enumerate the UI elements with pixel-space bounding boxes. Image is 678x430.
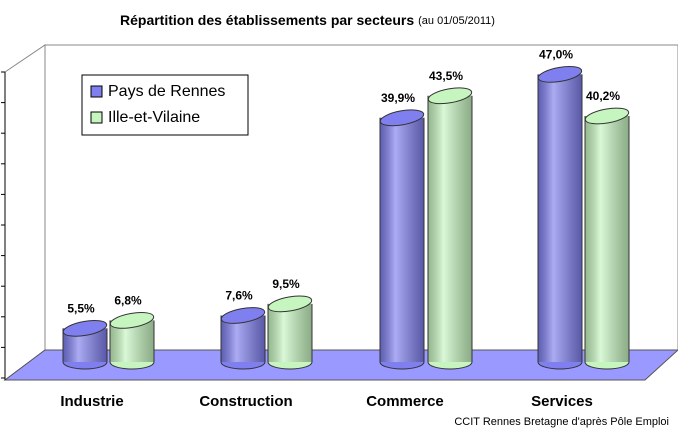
legend-label: Ille-et-Vilaine bbox=[108, 109, 200, 126]
bar-top bbox=[537, 65, 583, 83]
bar bbox=[109, 312, 155, 370]
bar-top bbox=[109, 312, 155, 329]
legend-label: Pays de Rennes bbox=[108, 83, 225, 100]
chart-title: Répartition des établissements par secte… bbox=[120, 12, 495, 28]
bar-shade bbox=[380, 117, 424, 362]
legend-swatch bbox=[90, 111, 103, 124]
legend bbox=[81, 74, 249, 136]
bar bbox=[537, 65, 583, 370]
value-label: 47,0% bbox=[539, 48, 573, 62]
bar bbox=[427, 87, 473, 370]
bar bbox=[584, 107, 630, 370]
bar-top bbox=[379, 109, 425, 127]
x-tick-label: Services bbox=[531, 393, 593, 410]
bar-shade bbox=[268, 303, 312, 362]
x-tick-label: Commerce bbox=[366, 393, 444, 410]
value-label: 43,5% bbox=[429, 69, 463, 83]
value-label: 40,2% bbox=[586, 89, 620, 103]
bar-shade bbox=[538, 74, 582, 363]
value-label: 9,5% bbox=[272, 277, 300, 291]
bar-shade bbox=[428, 95, 472, 362]
value-label: 6,8% bbox=[114, 294, 142, 308]
source-note: CCIT Rennes Bretagne d'après Pôle Emploi bbox=[454, 416, 669, 428]
bar bbox=[267, 295, 313, 370]
bar bbox=[379, 109, 425, 370]
bar-top bbox=[584, 107, 630, 125]
value-label: 7,6% bbox=[225, 289, 253, 303]
bar-top bbox=[62, 319, 108, 337]
bar-shade bbox=[585, 115, 629, 362]
legend-swatch bbox=[90, 85, 103, 98]
bar-top bbox=[267, 295, 313, 313]
x-tick-label: Industrie bbox=[60, 393, 123, 410]
bar bbox=[220, 307, 266, 370]
bar-top bbox=[220, 307, 266, 324]
x-tick-label: Construction bbox=[199, 393, 292, 410]
bar bbox=[62, 319, 108, 370]
title: Répartition des établissements par secte… bbox=[120, 12, 414, 28]
value-label: 5,5% bbox=[67, 302, 95, 316]
bar-top bbox=[427, 87, 473, 105]
subtitle: (au 01/05/2011) bbox=[418, 15, 495, 27]
value-label: 39,9% bbox=[381, 91, 415, 105]
side-wall bbox=[4, 44, 46, 381]
